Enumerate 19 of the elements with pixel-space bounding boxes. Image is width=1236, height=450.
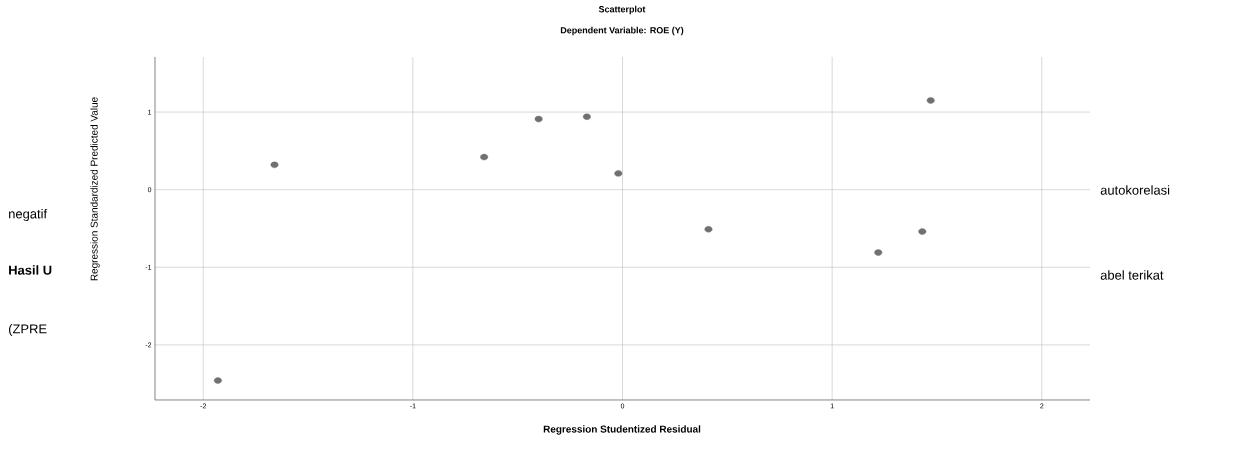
point xyxy=(534,115,543,123)
chart-title: Scatterplot xyxy=(598,5,646,15)
chart-subtitle: Dependent Variable: ROE (Y) xyxy=(560,26,684,36)
point xyxy=(213,377,222,384)
y-axis-title: Regression Standardized Predicted Value xyxy=(90,97,100,281)
point xyxy=(480,153,489,161)
text: Hasil U xyxy=(9,265,52,275)
text: negatif xyxy=(9,208,48,222)
text: abel terikat xyxy=(1100,270,1164,280)
point xyxy=(918,228,927,235)
point xyxy=(270,161,279,169)
point xyxy=(614,170,623,177)
text: autokorelasi xyxy=(1100,185,1170,195)
x-axis-title: Regression Studentized Residual xyxy=(543,425,701,435)
point xyxy=(874,249,883,256)
point xyxy=(926,97,935,104)
point xyxy=(582,113,591,120)
point xyxy=(704,226,713,233)
text: (ZPRE xyxy=(9,323,47,337)
